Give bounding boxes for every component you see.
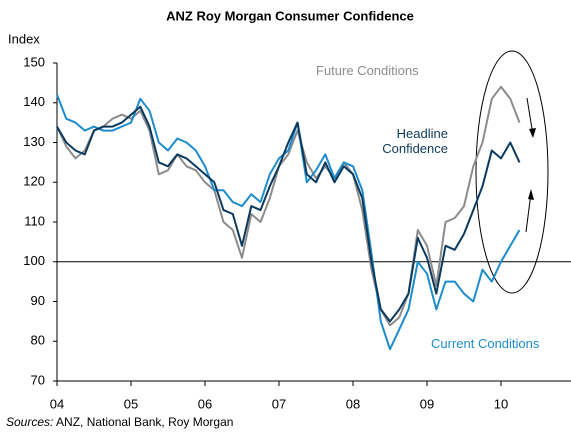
y-tick-label: 120 (23, 174, 45, 189)
y-tick-label: 130 (23, 134, 45, 149)
chart-title: ANZ Roy Morgan Consumer Confidence (166, 8, 414, 23)
series-line (56, 94, 521, 351)
arrow-head (529, 128, 536, 138)
x-tick-label: 07 (272, 396, 286, 411)
y-tick-label: 110 (24, 213, 45, 228)
x-tick-label: 05 (124, 396, 138, 411)
y-tick-label: 90 (31, 293, 45, 308)
source-label: Sources: (6, 415, 54, 429)
series-line (56, 85, 521, 327)
arrow-up (525, 192, 532, 233)
x-tick-label: 08 (346, 396, 360, 411)
headline-label: Headline Confidence (382, 126, 448, 156)
y-axis-label: Index (8, 31, 40, 46)
arrow-head (528, 189, 534, 200)
source-text: ANZ, National Bank, Roy Morgan (56, 415, 234, 429)
current-label: Current Conditions (431, 336, 540, 351)
source-note: Sources: ANZ, National Bank, Roy Morgan (6, 415, 233, 429)
y-tick-label: 140 (23, 94, 45, 109)
x-tick-label: 10 (494, 396, 508, 411)
x-tick-label: 04 (50, 396, 64, 411)
highlight-ellipse (475, 50, 549, 294)
y-tick-label: 80 (31, 333, 45, 348)
y-tick-label: 150 (23, 54, 45, 69)
x-tick-label: 06 (198, 396, 212, 411)
y-tick-label: 100 (23, 253, 45, 268)
y-tick-label: 70 (31, 372, 45, 387)
series-line (56, 105, 521, 323)
future-label: Future Conditions (316, 63, 419, 78)
x-tick-label: 09 (420, 396, 434, 411)
